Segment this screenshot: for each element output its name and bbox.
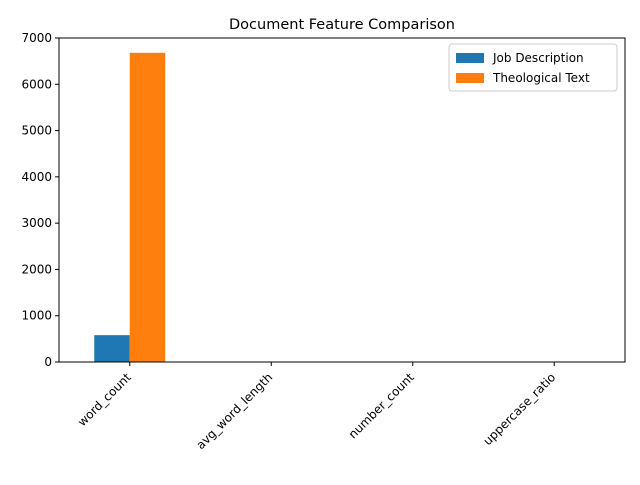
y-tick-label: 0: [44, 355, 52, 369]
bar-job-description-word_count: [94, 335, 130, 362]
x-tick-label: number_count: [346, 370, 417, 441]
legend: Job Description Theological Text: [449, 44, 617, 91]
legend-label: Theological Text: [492, 71, 590, 85]
y-tick-label: 4000: [21, 170, 52, 184]
bars-group: [94, 53, 590, 362]
y-axis: 0 1000 2000 3000 4000 5000 6000 7000: [21, 31, 59, 369]
chart-title: Document Feature Comparison: [229, 17, 455, 33]
y-tick-label: 5000: [21, 124, 52, 138]
legend-swatch: [456, 73, 484, 83]
x-axis: word_count avg_word_length number_count upp…: [75, 362, 558, 452]
bar-theological-text-word_count: [130, 53, 166, 362]
legend-label: Job Description: [492, 51, 584, 65]
y-tick-label: 7000: [21, 31, 52, 45]
y-tick-label: 6000: [21, 77, 52, 91]
legend-swatch: [456, 53, 484, 63]
x-tick-label: uppercase_ratio: [480, 370, 558, 448]
x-tick-label: avg_word_length: [193, 370, 275, 452]
y-tick-label: 1000: [21, 309, 52, 323]
x-tick-label: word_count: [75, 370, 134, 429]
y-tick-label: 3000: [21, 216, 52, 230]
y-tick-label: 2000: [21, 262, 52, 276]
